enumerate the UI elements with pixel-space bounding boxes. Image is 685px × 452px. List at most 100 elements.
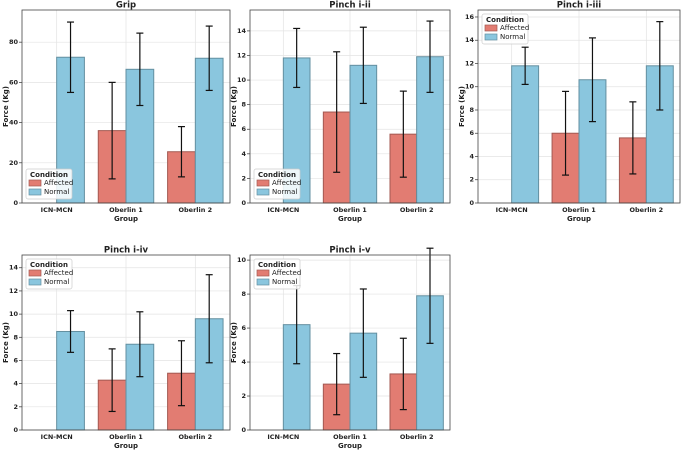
subplot-title: Grip <box>116 1 136 11</box>
legend-title: Condition <box>258 261 296 269</box>
y-tick-label: 4 <box>13 380 18 388</box>
x-tick-label: ICN-MCN <box>41 433 73 441</box>
legend-label: Affected <box>44 269 73 277</box>
legend-title: Condition <box>30 261 68 269</box>
y-tick-label: 16 <box>465 13 475 21</box>
x-axis-label: Group <box>338 442 362 450</box>
legend-label: Normal <box>44 278 69 286</box>
legend-label: Normal <box>272 278 297 286</box>
y-tick-label: 10 <box>237 256 247 264</box>
y-axis-label: Force (Kg) <box>2 322 10 363</box>
subplot: Grip Group Force (Kg) 0 20 40 60 80 ICN-MCN Oberl… <box>2 1 231 223</box>
y-tick-label: 12 <box>9 287 18 295</box>
x-tick-label: Oberlin 1 <box>109 433 143 441</box>
y-tick-label: 8 <box>13 333 18 341</box>
bar <box>511 65 540 204</box>
x-axis-label: Group <box>338 215 362 223</box>
y-tick-label: 4 <box>241 150 246 158</box>
y-tick-label: 6 <box>13 356 18 364</box>
y-axis-label: Force (Kg) <box>230 86 238 127</box>
subplot: Pinch i-iv Group Force (Kg) 0 2 4 6 8 10 12 14 ICN-… <box>2 246 231 450</box>
y-tick-label: 14 <box>9 264 19 272</box>
y-tick-label: 14 <box>237 27 247 35</box>
y-tick-label: 0 <box>13 199 18 207</box>
legend-title: Condition <box>486 16 524 24</box>
x-tick-label: Oberlin 1 <box>562 206 596 214</box>
y-tick-label: 6 <box>469 129 474 137</box>
y-tick-label: 0 <box>241 199 246 207</box>
legend-label: Affected <box>272 179 301 187</box>
x-tick-label: Oberlin 2 <box>629 206 663 214</box>
legend-swatch <box>28 278 42 286</box>
y-tick-label: 4 <box>241 358 246 366</box>
legend-swatch <box>484 33 498 41</box>
legend-swatch <box>256 179 270 187</box>
legend-label: Affected <box>44 179 73 187</box>
x-tick-label: Oberlin 1 <box>333 206 367 214</box>
y-tick-label: 40 <box>9 119 19 127</box>
y-tick-label: 2 <box>241 174 246 182</box>
subplot-title: Pinch i-iii <box>557 1 602 11</box>
x-tick-label: ICN-MCN <box>496 206 528 214</box>
y-tick-label: 10 <box>465 83 475 91</box>
x-tick-label: ICN-MCN <box>267 433 299 441</box>
legend-label: Normal <box>44 188 69 196</box>
x-tick-label: Oberlin 2 <box>400 433 434 441</box>
y-tick-label: 6 <box>241 125 246 133</box>
legend-label: Normal <box>272 188 297 196</box>
y-tick-label: 10 <box>237 76 247 84</box>
legend-label: Affected <box>500 24 529 32</box>
subplot: Pinch i-iii Group Force (Kg) 0 2 4 6 8 10 12 14 16 I… <box>458 1 681 223</box>
x-tick-label: Oberlin 1 <box>333 433 367 441</box>
y-tick-label: 0 <box>241 426 246 434</box>
subplot-title: Pinch i-ii <box>329 1 371 11</box>
legend-swatch <box>256 269 270 277</box>
axes-frame <box>477 9 681 204</box>
y-axis-label: Force (Kg) <box>458 86 466 127</box>
legend-title: Condition <box>258 171 296 179</box>
axes-frame <box>21 254 231 431</box>
y-tick-label: 6 <box>241 324 246 332</box>
x-tick-label: ICN-MCN <box>267 206 299 214</box>
legend-swatch <box>256 278 270 286</box>
legend-swatch <box>256 188 270 196</box>
legend-label: Affected <box>272 269 301 277</box>
y-tick-label: 20 <box>9 159 19 167</box>
y-tick-label: 0 <box>469 199 474 207</box>
y-tick-label: 8 <box>469 106 474 114</box>
y-tick-label: 2 <box>13 403 18 411</box>
x-tick-label: Oberlin 2 <box>400 206 434 214</box>
legend-swatch <box>28 188 42 196</box>
y-tick-label: 8 <box>241 290 246 298</box>
x-axis-label: Group <box>567 215 591 223</box>
x-tick-label: Oberlin 2 <box>178 206 212 214</box>
legend-label: Normal <box>500 33 525 41</box>
axes-frame <box>249 9 451 204</box>
y-tick-label: 12 <box>465 59 474 67</box>
subplot-title: Pinch i-iv <box>104 246 149 256</box>
y-tick-label: 10 <box>9 310 19 318</box>
axes-frame <box>21 9 231 204</box>
x-axis-label: Group <box>114 215 138 223</box>
x-tick-label: Oberlin 1 <box>109 206 143 214</box>
y-tick-label: 4 <box>469 152 474 160</box>
y-tick-label: 8 <box>241 101 246 109</box>
y-tick-label: 60 <box>9 78 19 86</box>
y-tick-label: 14 <box>465 36 475 44</box>
y-tick-label: 2 <box>241 392 246 400</box>
subplot-title: Pinch i-v <box>329 246 371 256</box>
y-tick-label: 0 <box>13 426 18 434</box>
y-axis-label: Force (Kg) <box>230 322 238 363</box>
axes-frame <box>249 254 451 431</box>
y-tick-label: 2 <box>469 176 474 184</box>
legend-swatch <box>28 269 42 277</box>
subplot: Pinch i-ii Group Force (Kg) 0 2 4 6 8 10 12 14 ICN-… <box>230 1 451 223</box>
legend-title: Condition <box>30 171 68 179</box>
y-tick-label: 80 <box>9 38 19 46</box>
subplot: Pinch i-v Group Force (Kg) 0 2 4 6 8 10 ICN-MCN Ob… <box>230 246 451 450</box>
x-tick-label: Oberlin 2 <box>178 433 212 441</box>
x-tick-label: ICN-MCN <box>41 206 73 214</box>
y-tick-label: 12 <box>237 51 246 59</box>
legend-swatch <box>484 24 498 32</box>
